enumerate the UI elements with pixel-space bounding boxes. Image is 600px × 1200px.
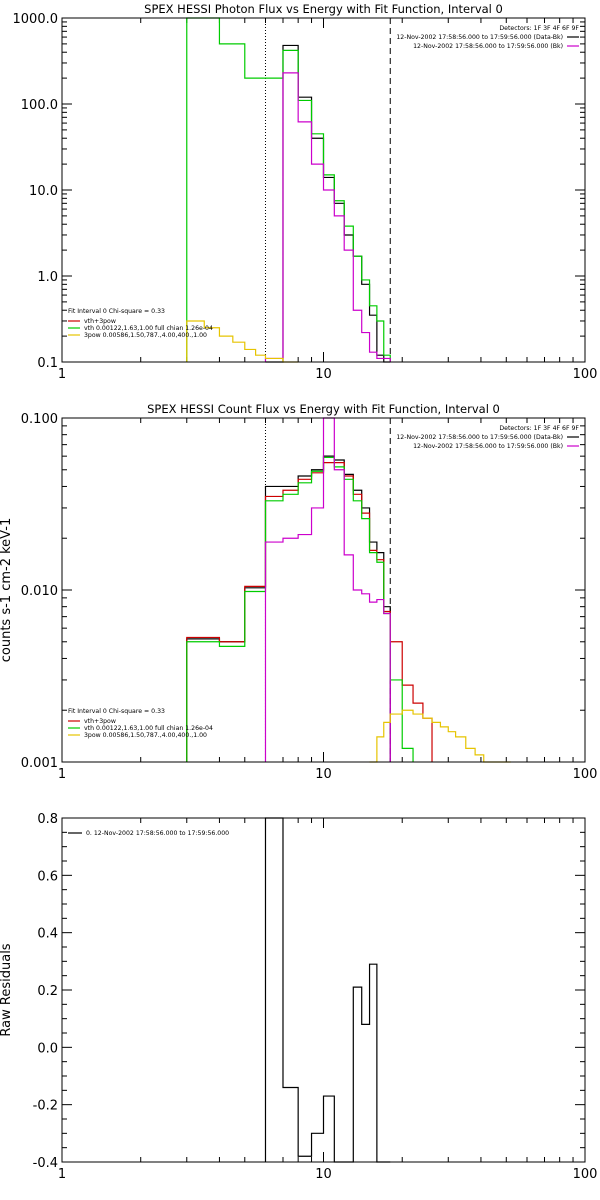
legend-entry: 3pow 0.00586,1.50,787.,4.00,400.,1.00 [84,732,207,739]
header-line: 12-Nov-2002 17:58:56.000 to 17:59:56.000… [396,434,563,441]
y-tick-label: 0.010 [21,584,58,599]
plot-frame [61,17,586,363]
y-axis: -0.4 -0.2 0.0 0.2 0.4 0.6 0.8 [33,812,585,1171]
y-tick-label: 0.0 [37,1041,58,1056]
series-line-4 [264,417,391,762]
y-tick-label: -0.4 [33,1156,58,1171]
y-tick-label: 0.1 [37,356,58,371]
y-tick-label: 0.6 [37,869,58,884]
y-tick-label: 0.100 [21,412,58,427]
x-tick-label: 10 [315,767,332,782]
legend-title: Fit Interval 0 Chi-square = 0.33 [68,708,165,715]
x-tick-label: 1 [58,767,66,782]
y-tick-label: 0.001 [21,756,58,771]
legend-entry: 0. 12-Nov-2002 17:58:56.000 to 17:59:56.… [86,830,229,837]
y-tick-label: 10.0 [29,184,58,199]
legend: Fit Interval 0 Chi-square = 0.33 vth+3pow… [68,308,213,339]
series-line-2 [186,462,433,762]
panel-2: SPEX HESSI Count Flux vs Energy with Fit… [0,402,597,782]
header-line: 12-Nov-2002 17:58:56.000 to 17:59:56.000… [396,34,563,41]
legend-entry: vth+3pow [84,318,116,325]
x-tick-label: 10 [315,367,332,382]
series-line-1 [264,817,391,1163]
legend-entry: vth 0.00122,1.63,1.00 full chian 1.26e-0… [84,725,213,732]
x-tick-label: 1 [58,1167,66,1182]
legend-entry: 3pow 0.00586,1.50,787.,4.00,400.,1.00 [84,332,207,339]
y-tick-label: -0.2 [33,1099,58,1114]
y-axis: 0.1 1.0 10.0 100.0 1000.0 [13,12,585,371]
x-tick-label: 10 [315,1167,332,1182]
legend-entry: vth 0.00122,1.63,1.00 full chian 1.26e-0… [84,325,213,332]
x-tick-label: 100 [573,767,598,782]
series-line-3 [186,456,414,762]
y-tick-label: 0.2 [37,984,58,999]
plot-frame [61,417,586,763]
y-axis-label: Raw Residuals [0,943,14,1036]
legend-entry: vth+3pow [84,718,116,725]
series-line-4 [186,320,299,363]
y-tick-label: 0.4 [37,927,58,942]
series-line-1 [265,44,391,363]
y-tick-label: 1.0 [37,270,58,285]
panel-1: SPEX HESSI Photon Flux vs Energy with Fi… [13,2,598,382]
x-tick-label: 100 [573,367,598,382]
series-line-2 [186,17,391,362]
legend-title: Fit Interval 0 Chi-square = 0.33 [68,308,165,315]
chart-title: SPEX HESSI Count Flux vs Energy with Fit… [147,402,500,416]
header-line: 12-Nov-2002 17:58:56.000 to 17:59:56.000… [413,443,563,450]
chart-title: SPEX HESSI Photon Flux vs Energy with Fi… [144,2,503,16]
header-line: 12-Nov-2002 17:58:56.000 to 17:59:56.000… [413,43,563,50]
legend: Fit Interval 0 Chi-square = 0.33 vth+3pow… [68,708,213,739]
header-block: Detectors: 1F 3F 4F 6F 9F 12-Nov-2002 17:… [396,25,579,50]
header-line: Detectors: 1F 3F 4F 6F 9F [499,425,579,432]
y-axis-label: counts s-1 cm-2 keV-1 [0,518,14,663]
x-axis: 1 10 100 [58,818,598,1182]
header-block: Detectors: 1F 3F 4F 6F 9F 12-Nov-2002 17:… [396,425,579,450]
legend: 0. 12-Nov-2002 17:58:56.000 to 17:59:56.… [68,830,229,837]
x-tick-label: 1 [58,367,66,382]
y-axis: 0.001 0.010 0.100 [21,412,585,771]
series-line-1 [186,455,391,762]
y-tick-label: 1000.0 [13,12,59,27]
plot-frame [61,817,586,1163]
header-line: Detectors: 1F 3F 4F 6F 9F [499,25,579,32]
series-line-3 [264,72,391,362]
panel-3: 1 10 100 -0.4 -0.2 0.0 0.2 0.4 0.6 0.8 Raw Residua… [0,812,597,1182]
y-tick-label: 0.8 [37,812,58,827]
x-tick-label: 100 [573,1167,598,1182]
y-tick-label: 100.0 [21,98,58,113]
series-line-5 [369,709,511,763]
